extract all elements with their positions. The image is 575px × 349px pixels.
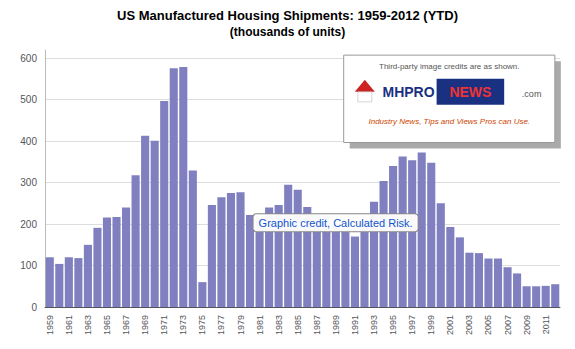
svg-text:1987: 1987 (312, 315, 322, 335)
svg-text:1959: 1959 (45, 315, 55, 335)
svg-text:1997: 1997 (407, 315, 417, 335)
svg-text:100: 100 (20, 260, 37, 271)
svg-text:.com: .com (522, 89, 542, 99)
svg-text:200: 200 (20, 219, 37, 230)
svg-text:(thousands of units): (thousands of units) (230, 25, 345, 39)
svg-text:500: 500 (20, 94, 37, 105)
svg-text:1969: 1969 (140, 315, 150, 335)
svg-text:0: 0 (31, 302, 37, 313)
svg-text:2009: 2009 (522, 315, 532, 335)
svg-text:300: 300 (20, 177, 37, 188)
svg-text:2005: 2005 (483, 315, 493, 335)
svg-text:Third-party image credits are: Third-party image credits are as shown. (379, 62, 520, 71)
svg-text:1979: 1979 (236, 315, 246, 335)
svg-text:2007: 2007 (503, 315, 513, 335)
svg-text:MHPRO: MHPRO (382, 84, 434, 100)
svg-text:1999: 1999 (426, 315, 436, 335)
svg-text:1975: 1975 (197, 315, 207, 335)
svg-text:1961: 1961 (64, 315, 74, 335)
svg-text:US Manufactured Housing Shipme: US Manufactured Housing Shipments: 1959-… (117, 8, 458, 23)
svg-text:1991: 1991 (350, 315, 360, 335)
svg-text:1983: 1983 (274, 315, 284, 335)
svg-text:1973: 1973 (178, 315, 188, 335)
svg-text:600: 600 (20, 53, 37, 64)
svg-text:1995: 1995 (388, 315, 398, 335)
svg-text:1977: 1977 (216, 315, 226, 335)
svg-text:Industry News, Tips and Views: Industry News, Tips and Views Pros can U… (368, 117, 530, 126)
svg-text:1989: 1989 (331, 315, 341, 335)
svg-text:1993: 1993 (369, 315, 379, 335)
svg-text:1971: 1971 (159, 315, 169, 335)
svg-text:2011: 2011 (541, 315, 551, 334)
svg-text:1981: 1981 (255, 315, 265, 335)
svg-text:2003: 2003 (464, 315, 474, 335)
svg-text:1985: 1985 (293, 315, 303, 335)
svg-text:1965: 1965 (102, 315, 112, 335)
svg-text:1963: 1963 (83, 315, 93, 335)
svg-text:2001: 2001 (445, 315, 455, 335)
svg-text:400: 400 (20, 136, 37, 147)
svg-text:NEWS: NEWS (449, 84, 491, 100)
svg-text:1967: 1967 (121, 315, 131, 335)
svg-text:Graphic credit, Calculated Ris: Graphic credit, Calculated Risk. (259, 217, 413, 229)
